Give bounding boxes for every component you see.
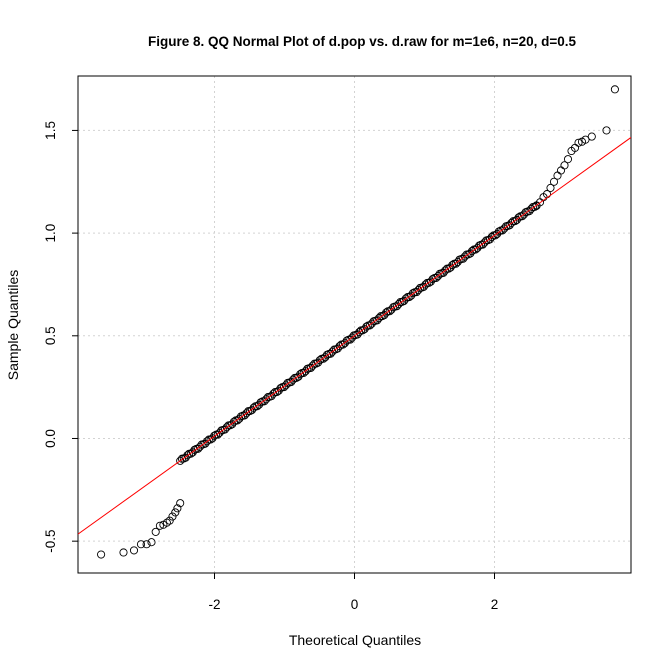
data-point: [97, 550, 106, 559]
data-point: [602, 126, 611, 135]
data-point: [549, 177, 559, 186]
data-point: [610, 85, 619, 94]
data-point: [587, 132, 596, 141]
data-point: [168, 512, 177, 521]
data-point: [162, 518, 171, 527]
data-point: [171, 508, 180, 517]
reference-line-group: [78, 137, 631, 535]
data-point: [560, 161, 569, 170]
data-point: [581, 135, 590, 144]
x-axis: -2 0 2: [208, 572, 499, 612]
data-point: [530, 202, 539, 211]
data-point: [151, 527, 160, 536]
plot-frame: [77, 75, 632, 574]
data-point: [574, 138, 583, 147]
data-point: [556, 166, 566, 175]
y-axis: -0.5 0.0 0.5 1.0 1.5: [43, 121, 79, 553]
y-tick-label: 0.5: [43, 326, 58, 345]
data-point: [136, 540, 146, 549]
qq-reference-line: [78, 137, 631, 535]
x-tick-label: -2: [208, 597, 220, 612]
y-tick-label: 0.0: [43, 429, 58, 448]
x-tick-label: 2: [491, 597, 499, 612]
y-axis-label: Sample Quantiles: [5, 270, 21, 381]
x-axis-label: Theoretical Quantiles: [289, 632, 421, 648]
data-point: [176, 499, 185, 508]
data-point: [563, 155, 573, 164]
data-point: [129, 546, 139, 555]
x-tick-label: 0: [351, 597, 359, 612]
y-tick-label: -0.5: [43, 530, 58, 553]
data-point: [147, 538, 156, 547]
data-point: [119, 548, 128, 557]
y-tick-label: 1.0: [43, 224, 58, 243]
data-point: [173, 504, 182, 513]
y-tick-label: 1.5: [43, 121, 58, 140]
data-point: [546, 183, 555, 192]
data-points: [97, 85, 619, 559]
data-point: [165, 516, 174, 525]
chart-title: Figure 8. QQ Normal Plot of d.pop vs. d.…: [148, 34, 576, 49]
data-point: [142, 540, 151, 549]
grid: [78, 76, 631, 573]
data-point: [553, 171, 562, 180]
data-point: [155, 521, 164, 530]
